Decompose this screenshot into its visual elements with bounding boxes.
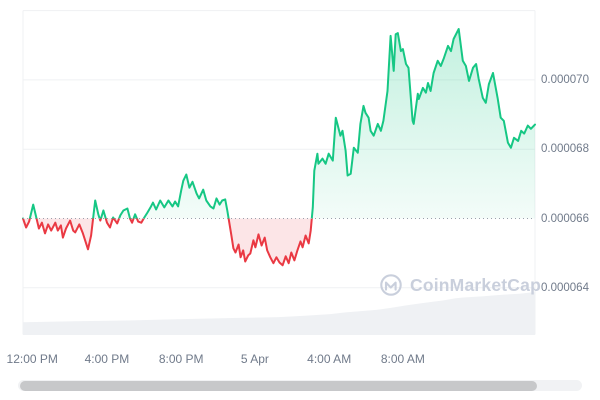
x-axis-tick-label: 4:00 PM — [84, 352, 130, 366]
x-axis-tick-label: 12:00 PM — [6, 352, 58, 366]
y-axis-tick-label: 0.000068 — [541, 143, 589, 156]
x-axis-tick-label: 4:00 AM — [307, 352, 352, 366]
y-axis-tick-label: 0.000064 — [541, 281, 589, 294]
chart-scrollbar-track[interactable] — [18, 380, 582, 391]
x-axis-tick-label: 8:00 AM — [380, 352, 425, 366]
y-axis-tick-label: 0.000070 — [541, 73, 589, 86]
price-area-up — [23, 29, 535, 219]
volume-silhouette — [23, 292, 535, 335]
x-axis-tick-label: 5 Apr — [240, 352, 269, 366]
coinmarketcap-logo-icon — [380, 274, 402, 296]
y-axis-tick-label: 0.000066 — [541, 212, 589, 225]
price-line-up — [22, 28, 536, 219]
watermark-text: CoinMarketCap — [410, 274, 541, 295]
price-line-down — [22, 218, 313, 267]
chart-scrollbar-thumb[interactable] — [20, 380, 537, 391]
price-area-down — [23, 218, 535, 266]
coinmarketcap-watermark: CoinMarketCap — [379, 273, 541, 297]
x-axis-tick-label: 8:00 PM — [158, 352, 204, 366]
